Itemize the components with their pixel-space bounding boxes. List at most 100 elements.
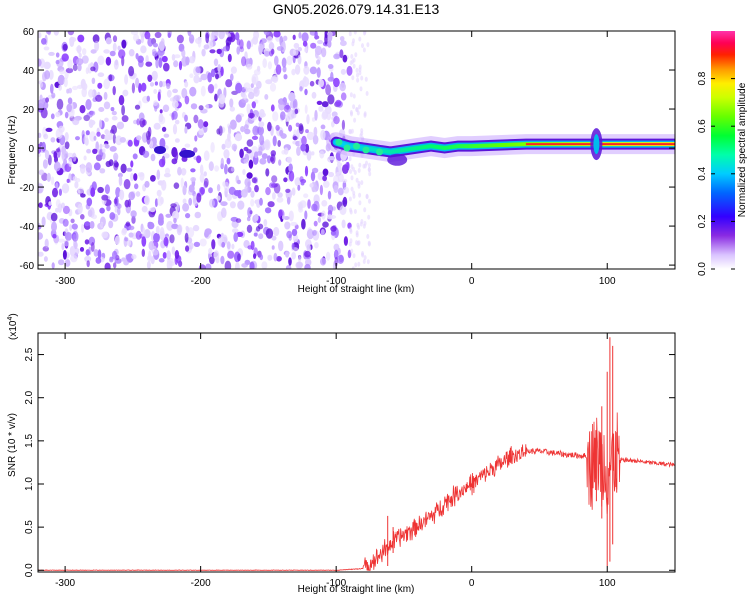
- noise-speck: [352, 253, 356, 259]
- noise-speck: [342, 196, 348, 207]
- noise-speck: [146, 261, 151, 269]
- noise-speck: [235, 82, 243, 94]
- noise-speck: [348, 196, 352, 202]
- snr-y-ticks: 0.0 0.5 1.0 1.5 2.0 2.5: [24, 347, 675, 577]
- noise-speck: [304, 46, 308, 53]
- noise-speck: [331, 111, 338, 117]
- noise-speck: [254, 151, 259, 159]
- noise-speck: [358, 162, 362, 168]
- noise-speck: [333, 116, 340, 125]
- noise-speck: [322, 175, 327, 182]
- noise-speck: [130, 160, 134, 168]
- noise-speck: [112, 35, 118, 43]
- noise-speck: [154, 198, 158, 208]
- noise-speck: [327, 64, 334, 69]
- noise-speck: [85, 67, 89, 75]
- noise-speck: [207, 83, 215, 94]
- noise-speck: [78, 52, 82, 58]
- noise-speck: [292, 98, 298, 110]
- noise-speck: [269, 82, 277, 92]
- noise-speck: [62, 43, 68, 51]
- noise-speck: [246, 139, 254, 147]
- noise-speck: [43, 46, 50, 51]
- noise-speck: [304, 250, 311, 258]
- noise-speck: [134, 183, 139, 190]
- noise-speck: [154, 31, 162, 39]
- noise-speck: [225, 79, 233, 88]
- noise-speck: [79, 247, 85, 252]
- noise-speck: [350, 186, 354, 192]
- noise-speck: [247, 207, 252, 218]
- noise-speck: [356, 72, 359, 78]
- noise-speck: [90, 66, 96, 72]
- noise-speck: [298, 255, 302, 264]
- noise-speck: [317, 216, 322, 223]
- band-node: [376, 148, 383, 156]
- noise-speck: [304, 165, 309, 177]
- x-tick-label: -300: [55, 578, 75, 589]
- noise-speck: [283, 74, 288, 80]
- noise-speck: [362, 47, 366, 53]
- noise-speck: [243, 82, 251, 90]
- noise-speck: [185, 56, 190, 66]
- noise-speck: [220, 157, 224, 169]
- noise-speck: [328, 171, 335, 178]
- noise-speck: [144, 180, 150, 188]
- noise-speck: [140, 33, 145, 44]
- noise-speck: [143, 229, 151, 239]
- noise-speck: [301, 135, 307, 146]
- y-tick-label: 20: [23, 105, 35, 116]
- noise-speck: [48, 51, 55, 56]
- figure-title: GN05.2026.079.14.31.E13: [273, 1, 440, 17]
- noise-speck: [72, 234, 77, 241]
- noise-speck: [61, 183, 70, 194]
- noise-speck: [88, 89, 94, 98]
- noise-speck: [172, 110, 178, 120]
- noise-speck: [235, 114, 242, 123]
- noise-speck: [355, 230, 359, 236]
- noise-speck: [73, 241, 78, 250]
- noise-speck: [184, 126, 188, 134]
- noise-speck: [323, 180, 330, 188]
- noise-speck: [294, 108, 299, 115]
- snr-scale-note: (x104): [7, 313, 19, 340]
- noise-speck: [53, 151, 58, 159]
- spectrogram-frame: [37, 30, 676, 270]
- noise-speck: [41, 216, 46, 227]
- noise-speck: [208, 247, 213, 255]
- noise-speck: [151, 249, 159, 256]
- noise-speck: [77, 63, 82, 72]
- noise-speck: [341, 119, 345, 131]
- noise-speck: [278, 159, 282, 166]
- noise-speck: [166, 83, 171, 90]
- noise-speck: [242, 169, 246, 175]
- noise-speck: [321, 101, 329, 108]
- noise-speck: [189, 86, 197, 97]
- noise-speck: [177, 166, 182, 176]
- noise-speck: [187, 227, 195, 238]
- noise-speck: [188, 197, 193, 206]
- noise-speck: [170, 203, 177, 208]
- noise-speck: [72, 85, 78, 91]
- noise-speck: [128, 191, 135, 201]
- snr-series: [38, 337, 675, 571]
- spectrogram-y-label: Frequency (Hz): [7, 116, 18, 185]
- noise-speck: [203, 121, 209, 128]
- noise-speck: [103, 91, 108, 100]
- noise-speck: [99, 168, 106, 174]
- x-tick-label: 100: [599, 578, 616, 589]
- noise-speck: [38, 232, 43, 240]
- noise-speck: [204, 228, 212, 235]
- noise-speck: [294, 64, 301, 75]
- noise-speck: [209, 256, 215, 265]
- noise-speck: [108, 74, 113, 82]
- noise-speck: [50, 137, 56, 143]
- noise-speck: [58, 84, 62, 91]
- noise-speck: [105, 56, 112, 66]
- noise-speck: [82, 82, 88, 91]
- noise-speck: [148, 250, 152, 261]
- noise-speck: [345, 162, 350, 170]
- noise-speck: [321, 210, 326, 220]
- noise-speck: [178, 60, 183, 71]
- noise-speck: [149, 82, 155, 87]
